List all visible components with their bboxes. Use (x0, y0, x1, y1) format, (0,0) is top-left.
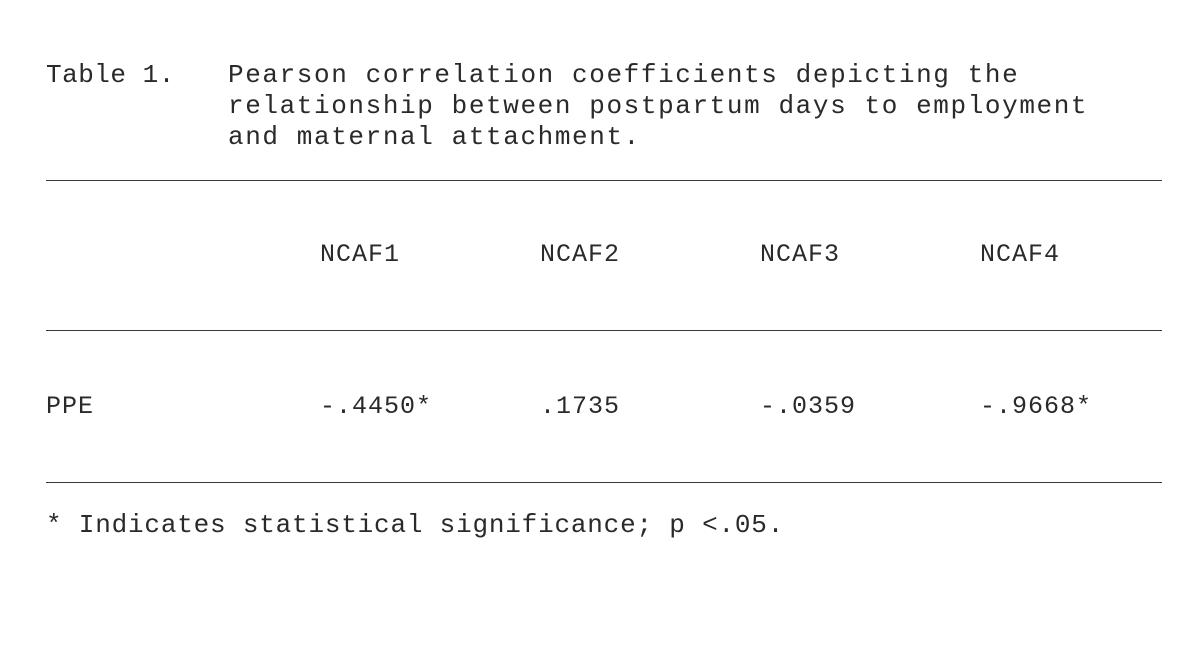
column-header-ncaf3: NCAF3 (760, 240, 841, 269)
table-title: Pearson correlation coefficients depicti… (228, 60, 1168, 153)
table-footnote: * Indicates statistical significance; p … (46, 510, 785, 540)
bottom-rule (46, 482, 1162, 483)
table-title-line: Pearson correlation coefficients depicti… (228, 60, 1020, 90)
table-cell: -.0359 (760, 392, 857, 421)
top-rule (46, 180, 1162, 181)
table-title-line: relationship between postpartum days to … (228, 91, 1089, 121)
table-number-label: Table 1. (46, 60, 175, 90)
table-cell: -.4450* (320, 392, 433, 421)
table-cell: -.9668* (980, 392, 1093, 421)
column-header-ncaf4: NCAF4 (980, 240, 1061, 269)
table-title-line: and maternal attachment. (228, 122, 641, 152)
column-header-ncaf2: NCAF2 (540, 240, 621, 269)
row-label: PPE (46, 392, 95, 421)
table-cell: .1735 (540, 392, 621, 421)
column-header-ncaf1: NCAF1 (320, 240, 401, 269)
header-rule (46, 330, 1162, 331)
